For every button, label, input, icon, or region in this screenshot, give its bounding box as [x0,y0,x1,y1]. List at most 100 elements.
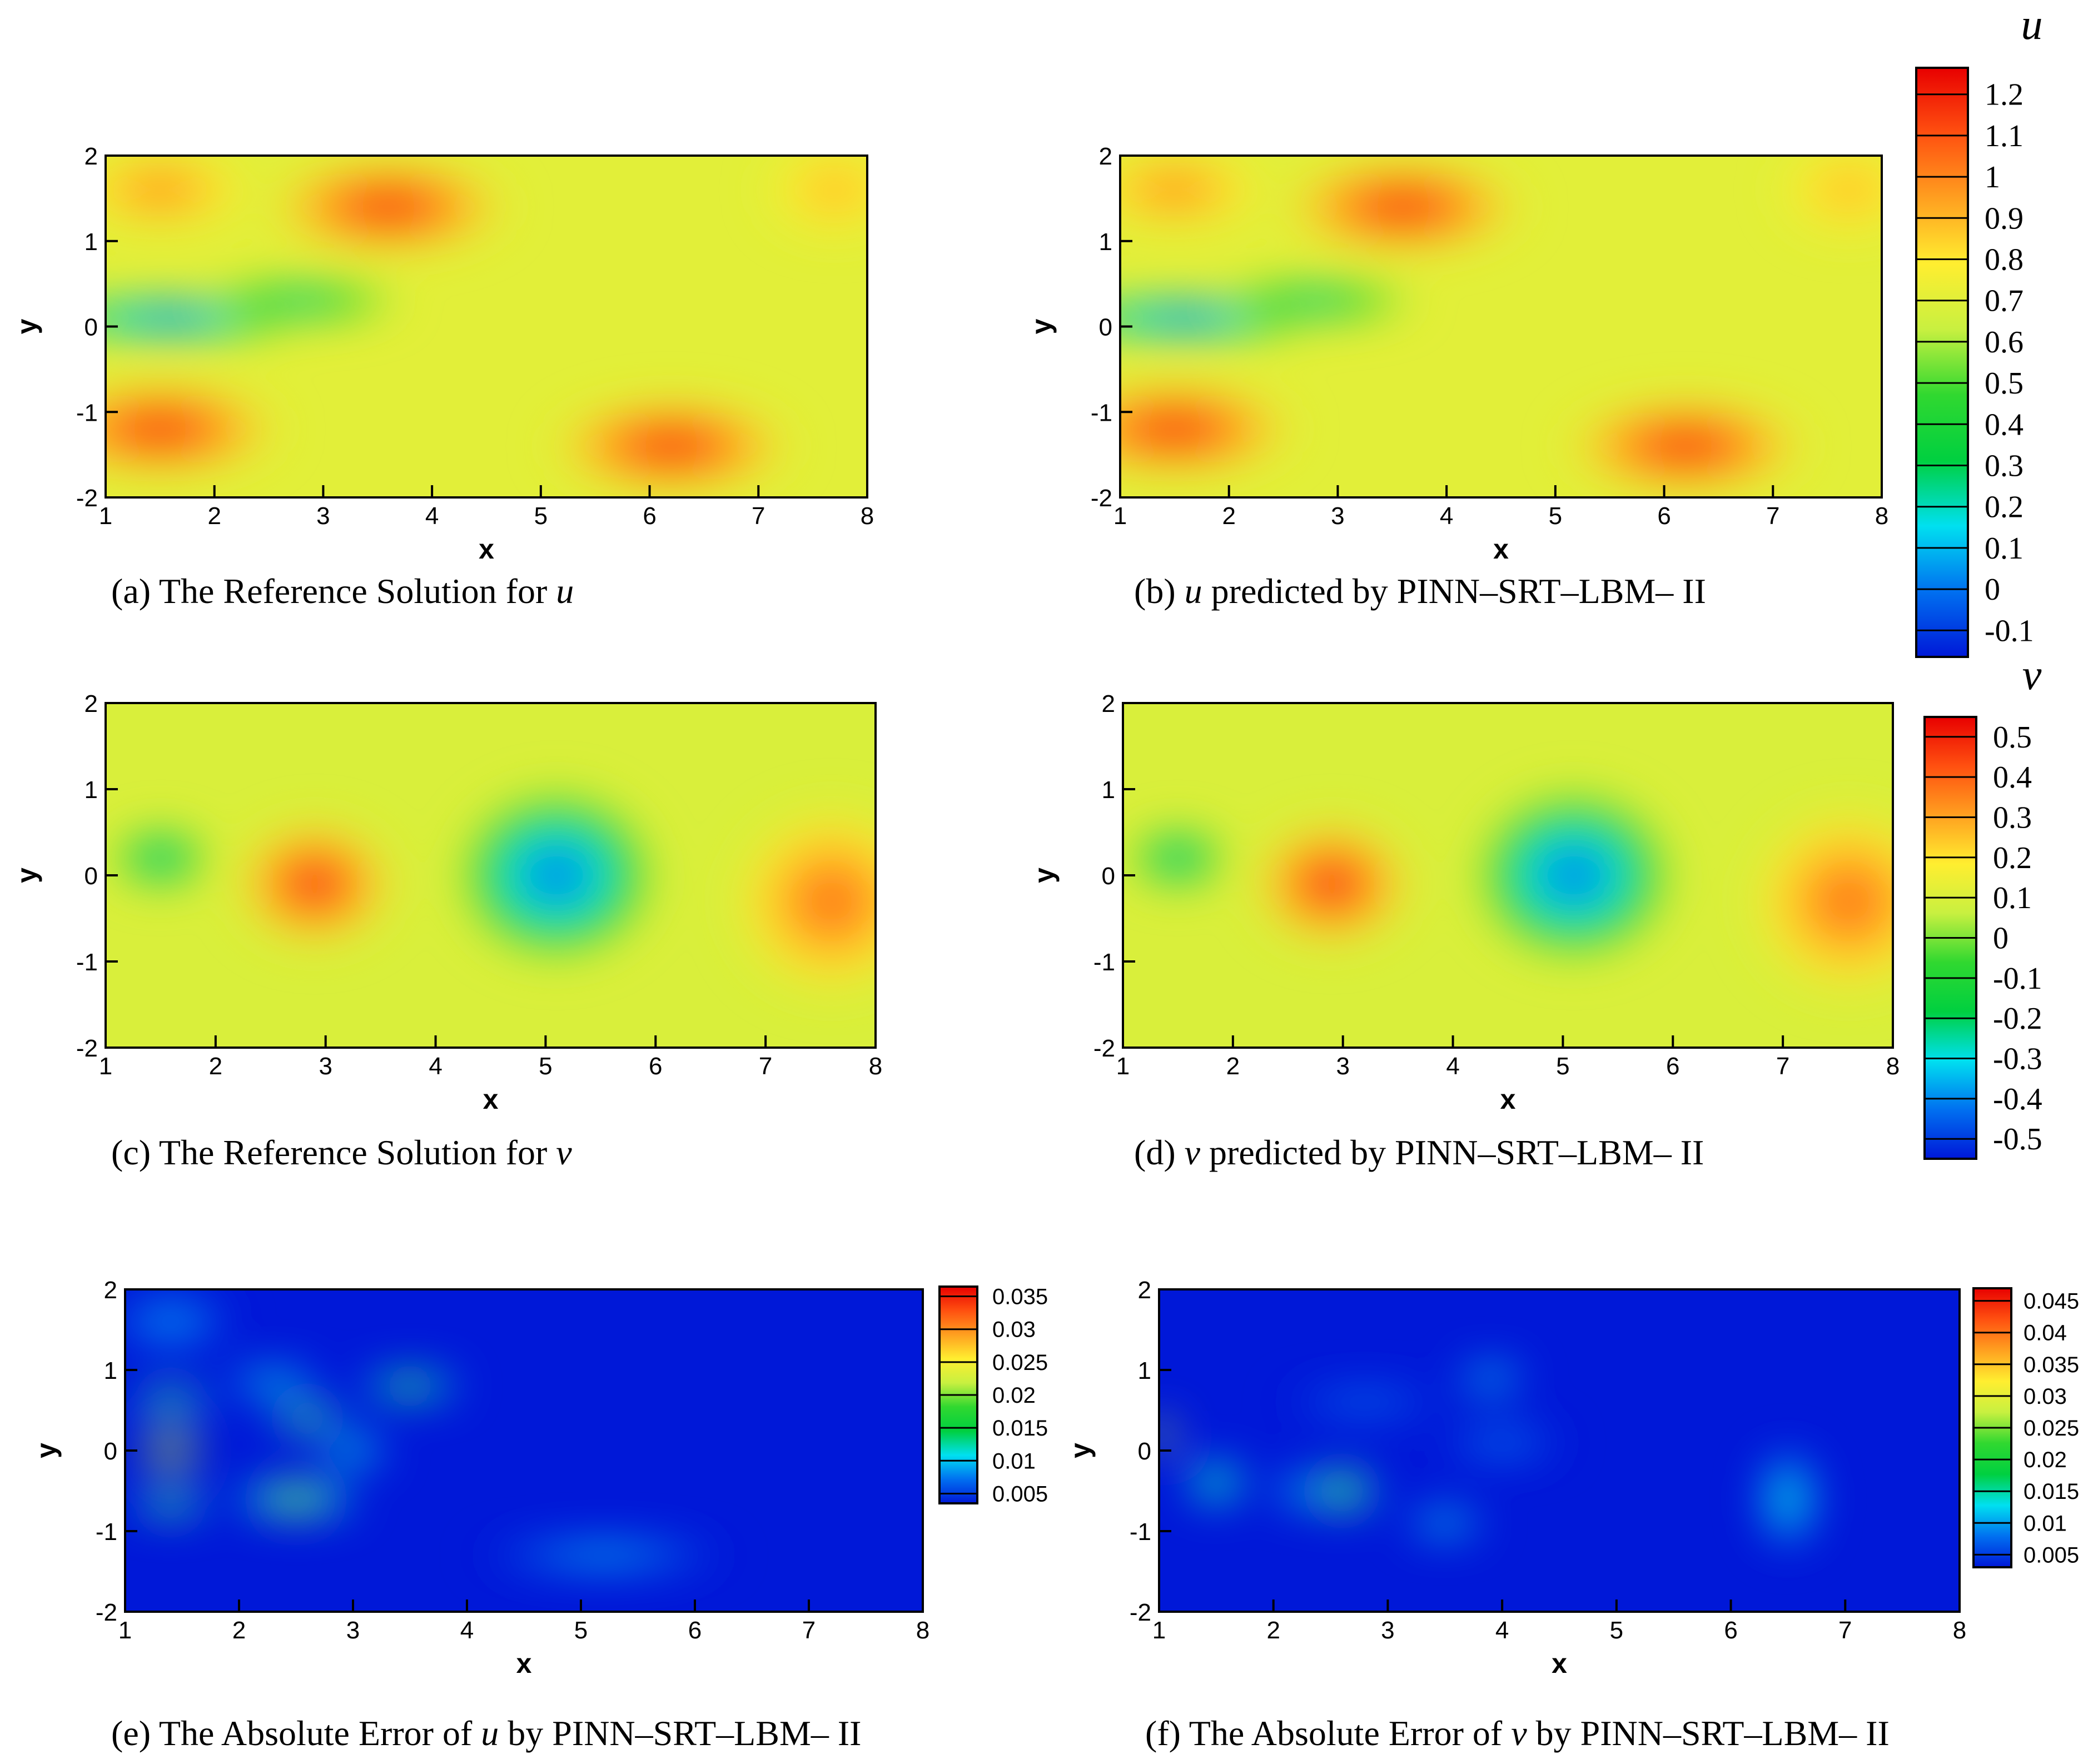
panel-caption: (f) The Absolute Error of v by PINN–SRT–… [1145,1713,1890,1753]
y-tick-label: 2 [84,143,98,170]
y-tick-label: 1 [1102,776,1115,804]
x-tick-label: 7 [1766,502,1779,530]
caption-suffix: predicted by PINN–SRT–LBM– II [1202,571,1706,611]
x-tick-label: 1 [1113,502,1127,530]
caption-prefix: (d) [1134,1133,1185,1172]
x-tick-label: 7 [752,502,765,530]
colorbar-tick-label: 0 [1985,572,2000,607]
colorbar-tick-label: 0.4 [1993,760,2032,795]
panel-caption: (b) u predicted by PINN–SRT–LBM– II [1134,571,1706,611]
y-axis-label: y [31,1443,62,1458]
y-tick-label: 0 [1138,1438,1151,1465]
heatmap-feature [313,1434,393,1467]
panel-caption: (a) The Reference Solution for u [111,571,574,611]
heatmap-feature [1273,1386,1456,1418]
x-tick-label: 6 [688,1617,702,1644]
colorbar-tick-label: 0.4 [1985,407,2024,442]
colorbar-frame [938,1285,978,1504]
heatmap-feature [125,1289,239,1354]
x-tick-label: 6 [649,1053,662,1080]
colorbar-tick-label: 0.025 [2024,1416,2079,1441]
panel-a: 1 2 3 4 5 6 7 8 2 1 0 -1 -2 x y (a) The Reference Solut… [11,143,874,611]
colorbar-tick-label: 0 [1993,921,2008,956]
colorbar-frame [1972,1287,2012,1568]
colorbar-tick-label: -0.5 [1993,1122,2042,1157]
y-axis-label: y [1065,1443,1096,1458]
heatmap-feature [353,1370,467,1402]
colorbar-frame [1923,716,1977,1160]
caption-suffix: by PINN–SRT–LBM– II [499,1713,861,1753]
colorbar-tick-label: 0.005 [992,1482,1048,1506]
x-axis-label: x [1500,1084,1516,1115]
x-axis-label: x [516,1648,532,1679]
panels: 1 2 3 4 5 6 7 8 2 1 0 -1 -2 x y (a) The Reference Solut… [11,143,1966,1753]
y-tick-label: -1 [1091,399,1112,426]
x-tick-label: 7 [1776,1053,1789,1080]
caption-prefix: (f) The Absolute Error of [1145,1713,1511,1753]
y-axis-label: y [1026,318,1057,334]
colorbar-tick-label: 0.6 [1985,325,2024,360]
colorbar-tick-label: 0.3 [1993,800,2032,835]
heatmap-feature [1273,1471,1319,1511]
heatmap-feature [1433,1422,1571,1463]
y-tick-label: 1 [1138,1357,1151,1384]
x-tick-label: 8 [861,502,874,530]
y-tick-label: 1 [1099,228,1112,256]
colorbar-u: 1.2 1.1 1 0.9 0.8 0.7 0.6 0.5 0.4 0.3 0.2 0.1 0 -0.1 u [1915,0,2043,658]
caption-variable: u [556,571,574,611]
colorbar-tick-label: 0.02 [992,1383,1036,1408]
heatmap-field [1159,1289,1960,1612]
heatmap-feature [262,1403,353,1433]
x-tick-label: 7 [1838,1617,1852,1644]
x-tick-label: 1 [99,1053,112,1080]
y-tick-label: 1 [84,228,98,256]
colorbar-tick-label: 0.5 [1985,366,2024,401]
y-tick-label: 2 [84,690,98,717]
y-tick-label: -1 [96,1518,117,1546]
colorbar-tick-label: 1.1 [1985,119,2024,153]
colorbar-tick-label: 0.045 [2024,1289,2079,1314]
colorbar-tick-label: 0.015 [992,1416,1048,1441]
heatmap-feature [1302,1467,1383,1515]
y-tick-label: 1 [84,776,98,804]
x-tick-label: 7 [802,1617,816,1644]
x-axis-label: x [479,534,494,565]
x-tick-label: 4 [1440,502,1453,530]
y-tick-label: -2 [76,1035,98,1062]
y-tick-label: -1 [76,949,98,976]
colorbar-gradient [1916,68,1968,657]
x-tick-label: 3 [319,1053,332,1080]
colorbar-tick-label: 0.01 [2024,1511,2067,1536]
x-tick-label: 3 [1381,1617,1394,1644]
panel-caption: (e) The Absolute Error of u by PINN–SRT–… [111,1713,861,1753]
panel-caption: (c) The Reference Solution for v [111,1133,572,1172]
colorbar-tick-label: 0.2 [1985,490,2024,525]
heatmap-feature [1182,1458,1251,1507]
colorbar-tick-label: -0.1 [1993,961,2042,996]
heatmap-feature [1207,275,1425,327]
x-tick-label: 5 [1549,502,1562,530]
colorbar-tick-label: -0.2 [1993,1001,2042,1036]
panel-c: 1 2 3 4 5 6 7 8 2 1 0 -1 -2 x y (c) The Reference Solut… [11,690,882,1172]
heatmap-field [1123,703,1893,1048]
x-axis-label: x [1552,1648,1567,1679]
x-tick-label: 5 [534,502,548,530]
heatmap-feature [216,1366,330,1398]
colorbar-tick-label: 0.035 [2024,1353,2079,1377]
caption-variable: v [1511,1713,1527,1753]
x-tick-label: 4 [425,502,439,530]
heatmap-feature [125,1387,216,1417]
x-tick-label: 8 [1886,1053,1900,1080]
caption-variable: v [556,1133,572,1172]
colorbar-tick-label: -0.3 [1993,1042,2042,1077]
x-tick-label: 2 [232,1617,246,1644]
colorbar-tick-label: 0.1 [1985,531,2024,566]
panel-d: 1 2 3 4 5 6 7 8 2 1 0 -1 -2 x y (d) v predicted by PINN… [1028,690,1900,1172]
x-tick-label: 5 [574,1617,588,1644]
x-tick-label: 6 [1724,1617,1737,1644]
colorbar-eu: 0.035 0.03 0.025 0.02 0.015 0.01 0.005 [938,1285,1048,1506]
heatmap-feature [192,275,410,327]
heatmap-feature [227,1478,365,1519]
colorbar-tick-label: -0.4 [1993,1082,2042,1117]
